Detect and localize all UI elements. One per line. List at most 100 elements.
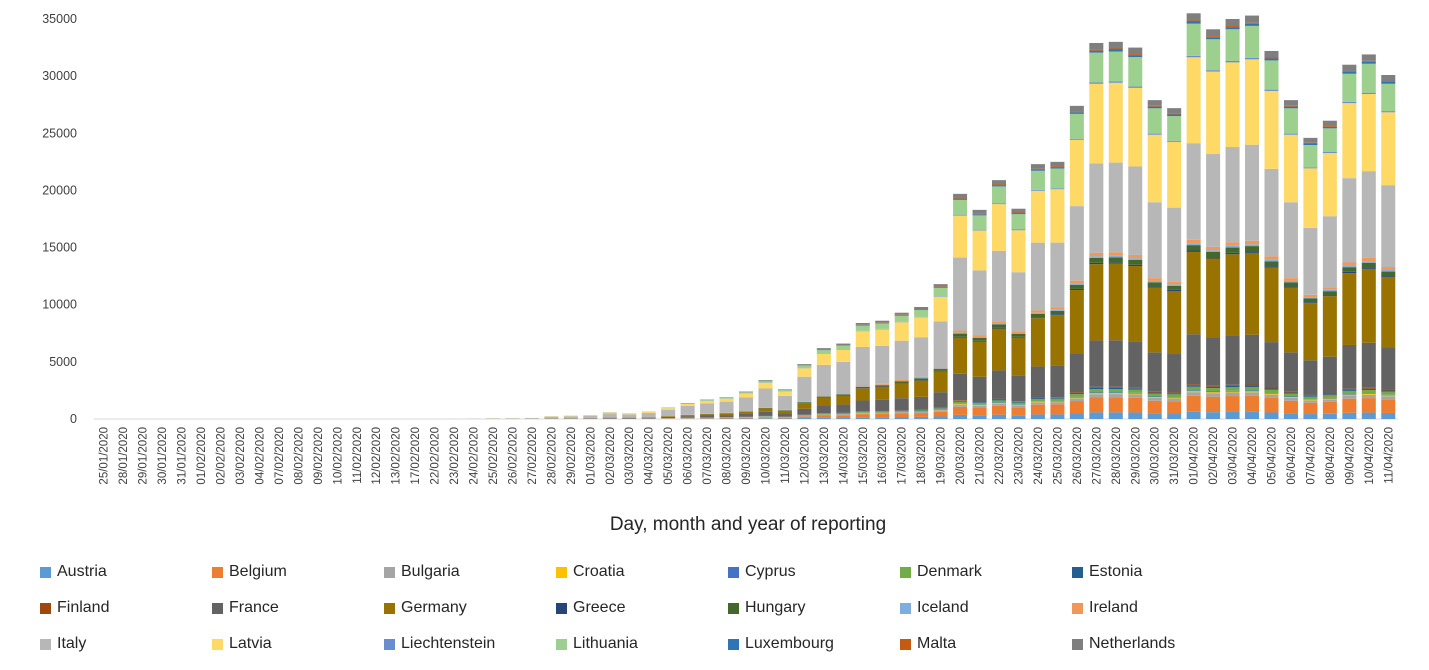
bar-segment — [797, 368, 812, 377]
bar-segment — [1147, 282, 1162, 287]
bar-stack — [1342, 64, 1357, 419]
bar-segment — [719, 413, 734, 416]
bar-segment — [953, 214, 968, 216]
bar-segment — [1167, 393, 1182, 395]
bar-segment — [1264, 256, 1279, 260]
legend-label: Italy — [57, 635, 87, 652]
bar-segment — [1128, 266, 1143, 342]
bar-segment — [1303, 142, 1318, 144]
bar-segment — [1342, 267, 1357, 272]
bar-segment — [1381, 396, 1396, 400]
bar-segment — [719, 398, 734, 402]
bar-segment — [1283, 397, 1298, 401]
bar-segment — [797, 401, 812, 402]
legend-label: Cyprus — [745, 563, 796, 580]
bar-stack — [1128, 47, 1143, 419]
bar-segment — [1322, 153, 1337, 217]
bar-segment — [933, 296, 948, 322]
bar-segment — [1050, 315, 1065, 366]
bar-segment — [816, 395, 831, 397]
bar-segment — [1108, 389, 1123, 393]
bar-segment — [1128, 392, 1143, 394]
bar-segment — [1069, 105, 1084, 112]
bar-segment — [1206, 386, 1221, 389]
bar-segment — [1303, 294, 1318, 298]
bar-segment — [914, 416, 929, 419]
bar-segment — [1050, 168, 1065, 189]
bar-segment — [738, 411, 753, 414]
bar-segment — [1128, 387, 1143, 389]
legend-swatch — [384, 602, 395, 614]
bar-segment — [1089, 257, 1104, 263]
bar-segment — [914, 380, 929, 397]
bar-segment — [1225, 245, 1240, 248]
bar-stack — [544, 416, 559, 419]
bar-segment — [1108, 162, 1123, 253]
bar-segment — [1128, 341, 1143, 388]
bar-segment — [1264, 394, 1279, 398]
bar-segment — [1030, 190, 1045, 243]
bar-segment — [1381, 394, 1396, 396]
bar-stack — [1011, 208, 1026, 419]
bar-segment — [855, 331, 870, 347]
bar-segment — [1245, 246, 1260, 252]
bar-stack — [1147, 100, 1162, 419]
bar-stack — [1245, 15, 1260, 419]
bar-segment — [1381, 412, 1396, 419]
bar-segment — [1381, 347, 1396, 390]
bar-segment — [758, 417, 773, 419]
bar-segment — [1381, 267, 1396, 271]
bar-segment — [894, 340, 909, 380]
legend-label: Austria — [57, 563, 107, 580]
legend-swatch — [212, 602, 223, 614]
legend-swatch — [1072, 566, 1083, 578]
bar-segment — [992, 398, 1007, 400]
bar-segment — [836, 393, 851, 395]
x-tick-label: 01/04/2020 — [1189, 427, 1201, 485]
bar-segment — [855, 325, 870, 331]
bar-stack — [622, 413, 637, 419]
bar-segment — [1264, 397, 1279, 413]
bar-segment — [855, 417, 870, 419]
bar-segment — [1186, 384, 1201, 386]
bar-segment — [1147, 133, 1162, 135]
x-tick-label: 30/03/2020 — [1150, 427, 1162, 485]
bar-segment — [953, 330, 968, 333]
bar-segment — [953, 373, 968, 401]
bar-segment — [953, 257, 968, 331]
bar-segment — [1322, 287, 1337, 290]
bar-segment — [1303, 303, 1318, 361]
legend-label: Ireland — [1089, 599, 1138, 616]
bar-segment — [1225, 62, 1240, 148]
bar-segment — [972, 215, 987, 230]
bar-segment — [1361, 388, 1376, 391]
bar-segment — [933, 296, 948, 297]
bar-segment — [1245, 23, 1260, 26]
legend-swatch — [1072, 602, 1083, 614]
bar-segment — [1245, 385, 1260, 387]
bar-segment — [1206, 251, 1221, 258]
bar-segment — [1167, 397, 1182, 398]
bar-segment — [1303, 399, 1318, 400]
bar-segment — [1225, 19, 1240, 27]
bar-segment — [953, 401, 968, 404]
x-tick-label: 08/02/2020 — [293, 427, 305, 485]
bar-segment — [1225, 392, 1240, 397]
bar-segment — [1108, 263, 1123, 341]
bar-segment — [1283, 134, 1298, 203]
x-tick-label: 04/03/2020 — [644, 427, 656, 485]
bar-segment — [972, 336, 987, 338]
bar-segment — [972, 415, 987, 419]
bar-segment — [1342, 388, 1357, 390]
bar-segment — [855, 411, 870, 413]
bar-segment — [933, 408, 948, 409]
bar-segment — [1050, 166, 1065, 168]
legend-item: Greece — [556, 596, 625, 620]
bar-segment — [992, 399, 1007, 401]
bar-segment — [1381, 270, 1396, 272]
bar-segment — [953, 400, 968, 401]
bar-segment — [1206, 250, 1221, 252]
bar-segment — [1361, 92, 1376, 94]
bar-segment — [1011, 230, 1026, 273]
x-tick-label: 23/03/2020 — [1013, 427, 1025, 485]
